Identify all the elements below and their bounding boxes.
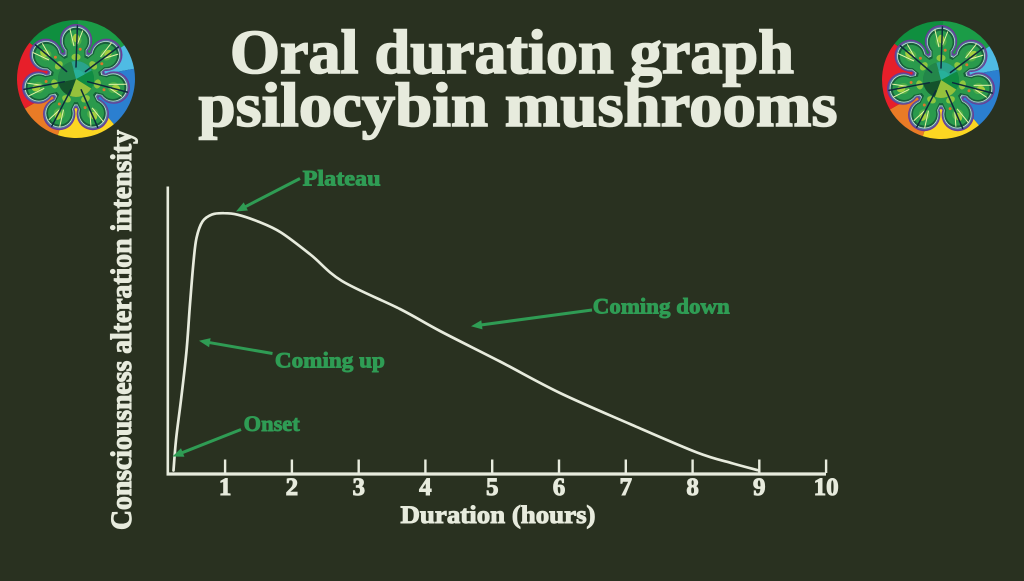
svg-text:3: 3 bbox=[352, 474, 365, 501]
svg-text:Coming down: Coming down bbox=[593, 294, 730, 319]
svg-text:Coming up: Coming up bbox=[275, 348, 385, 373]
svg-text:psilocybin mushrooms: psilocybin mushrooms bbox=[199, 72, 838, 140]
svg-text:10: 10 bbox=[814, 474, 839, 501]
svg-text:9: 9 bbox=[753, 474, 766, 501]
svg-text:Onset: Onset bbox=[244, 411, 301, 436]
svg-text:5: 5 bbox=[486, 474, 499, 501]
svg-text:2: 2 bbox=[286, 474, 299, 501]
svg-text:4: 4 bbox=[419, 474, 432, 501]
svg-text:Duration (hours): Duration (hours) bbox=[401, 502, 596, 529]
svg-text:Consciousness alteration inten: Consciousness alteration intensity bbox=[105, 130, 138, 530]
svg-text:Oral duration graph: Oral duration graph bbox=[230, 19, 794, 87]
svg-text:8: 8 bbox=[686, 474, 699, 501]
svg-text:7: 7 bbox=[620, 474, 633, 501]
svg-text:1: 1 bbox=[219, 474, 232, 501]
svg-text:Plateau: Plateau bbox=[303, 166, 381, 191]
svg-text:6: 6 bbox=[553, 474, 566, 501]
